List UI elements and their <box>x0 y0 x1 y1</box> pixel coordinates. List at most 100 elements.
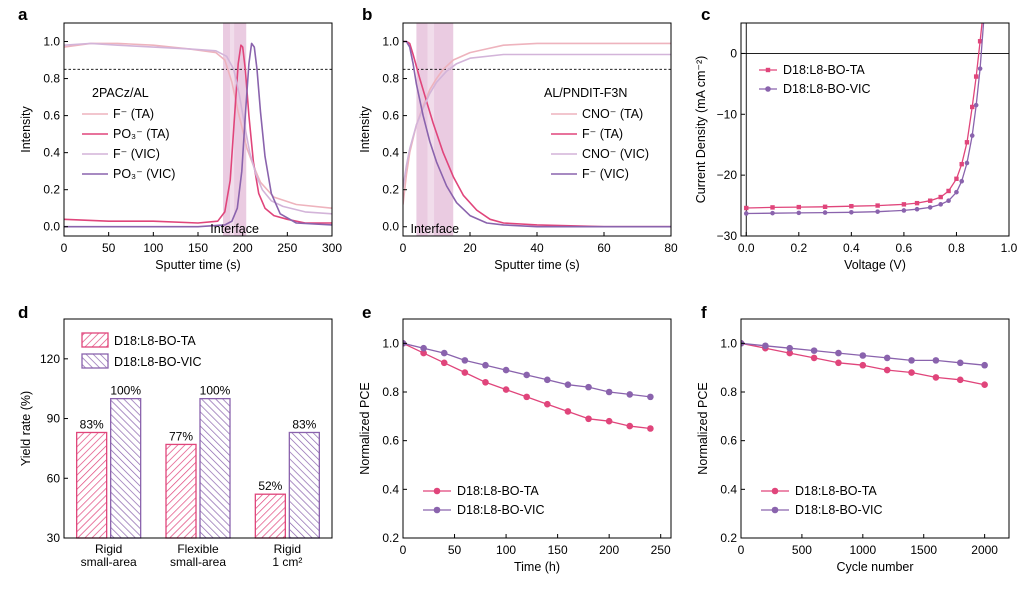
x-tick-label: 0.6 <box>896 241 913 255</box>
x-tick-label: 20 <box>463 241 477 255</box>
category-label: 1 cm² <box>272 555 302 569</box>
legend-entry: D18:L8-BO-TA <box>457 484 539 498</box>
data-point <box>626 391 634 398</box>
data-point <box>770 205 775 210</box>
data-point <box>969 133 975 138</box>
y-tick-label: 0.0 <box>382 220 399 234</box>
x-tick-label: 150 <box>188 241 208 255</box>
data-point <box>938 202 943 207</box>
y-axis-label: Normalized PCE <box>696 382 710 474</box>
legend-entry: CNO⁻ (TA) <box>582 107 643 121</box>
data-point <box>859 361 867 369</box>
panel-a: a Interface 0.0 0.2 0.4 0.6 0.8 1.0 0 50 100 150 200… <box>18 5 342 272</box>
data-point <box>461 369 469 376</box>
y-tick-label: 1.0 <box>382 35 399 49</box>
x-tick-label: 150 <box>548 543 568 557</box>
data-point <box>810 354 818 362</box>
x-tick-label: 100 <box>496 543 516 557</box>
axes-frame <box>740 22 1010 237</box>
data-point <box>440 349 448 357</box>
y-tick-label: 1.0 <box>382 336 399 350</box>
data-point <box>770 210 775 216</box>
y-tick-label: 0.8 <box>43 72 60 86</box>
legend-marker <box>771 487 779 495</box>
panel-letter-b: b <box>362 5 372 24</box>
data-point <box>901 208 907 213</box>
data-point <box>796 204 802 210</box>
y-tick-label: 0.4 <box>720 482 737 496</box>
legend-entry: D18:L8-BO-TA <box>795 484 877 498</box>
series-line-1 <box>746 23 983 209</box>
bar-value-label: 100% <box>110 384 141 398</box>
y-axis-label: Normalized PCE <box>358 382 372 474</box>
panel-d: d83%100%Rigidsmall-area77%100%Flexiblesm… <box>18 303 333 569</box>
bar-value-label: 100% <box>200 384 231 398</box>
data-point <box>914 206 920 212</box>
data-point <box>973 102 979 108</box>
x-tick-label: 0 <box>738 543 745 557</box>
bar-value-label: 83% <box>80 417 104 431</box>
x-tick-label: 0.2 <box>790 241 807 255</box>
y-tick-label: 0.6 <box>382 434 399 448</box>
x-tick-label: 50 <box>448 543 462 557</box>
legend-marker <box>433 506 441 514</box>
x-tick-label: 40 <box>530 241 544 255</box>
legend-marker <box>765 67 771 73</box>
x-tick-label: 60 <box>597 241 611 255</box>
axes-frame <box>63 22 333 237</box>
plot-area <box>64 23 332 236</box>
bar <box>110 397 142 539</box>
data-point <box>977 66 983 71</box>
x-tick-label: 100 <box>143 241 163 255</box>
data-point <box>743 211 749 216</box>
x-axis-label: Time (h) <box>514 560 560 574</box>
series-line-2 <box>746 23 985 215</box>
data-point <box>564 381 572 389</box>
x-tick-label: 0.4 <box>843 241 860 255</box>
data-point <box>523 393 530 401</box>
data-point <box>914 200 920 206</box>
data-point <box>835 349 842 357</box>
x-tick-label: 250 <box>277 241 297 255</box>
data-point <box>523 371 530 379</box>
y-tick-label: 60 <box>47 471 61 485</box>
panel-e: e 0.2 0.4 0.6 0.8 1.0 0 50 100 150 200 250 Time (h) N… <box>358 303 672 574</box>
plot-area <box>403 23 671 236</box>
y-tick-label: 0.4 <box>382 146 399 160</box>
data-point <box>964 160 970 166</box>
data-point <box>956 376 964 384</box>
y-tick-label: 0.6 <box>43 109 60 123</box>
plot-area <box>403 340 654 432</box>
x-tick-label: 2000 <box>971 543 998 557</box>
y-tick-label: 0.8 <box>382 72 399 86</box>
plot-area <box>741 340 988 389</box>
plot-area <box>741 15 1009 236</box>
data-point <box>956 359 964 367</box>
data-point <box>605 417 613 425</box>
x-tick-label: 0 <box>61 241 68 255</box>
panel-letter-c: c <box>701 5 710 24</box>
y-tick-label: 0.2 <box>720 531 737 545</box>
data-point <box>981 15 985 19</box>
data-point <box>927 205 933 210</box>
data-point <box>626 422 634 430</box>
y-tick-label: 0.4 <box>382 482 399 496</box>
x-tick-label: 50 <box>102 241 116 255</box>
y-axis-label: Intensity <box>358 105 372 152</box>
y-tick-label: 120 <box>40 352 60 366</box>
x-tick-label: 500 <box>792 543 812 557</box>
panel-c: c −30 −20 −10 0 0.0 0.2 0.4 0.6 0.8 1.0 Voltage (V)… <box>694 5 1018 272</box>
x-tick-label: 300 <box>322 241 342 255</box>
data-point <box>647 425 654 432</box>
data-point <box>959 161 964 167</box>
data-point <box>786 344 794 352</box>
y-tick-label: 0.6 <box>382 109 399 123</box>
x-axis-label: Sputter time (s) <box>494 258 579 272</box>
data-point <box>482 361 489 369</box>
x-tick-label: 0 <box>400 543 407 557</box>
data-point <box>981 381 988 389</box>
data-point <box>932 374 940 381</box>
legend-title: 2PACz/AL <box>92 86 149 100</box>
series-line-4 <box>403 40 671 228</box>
y-tick-label: −20 <box>717 168 738 182</box>
